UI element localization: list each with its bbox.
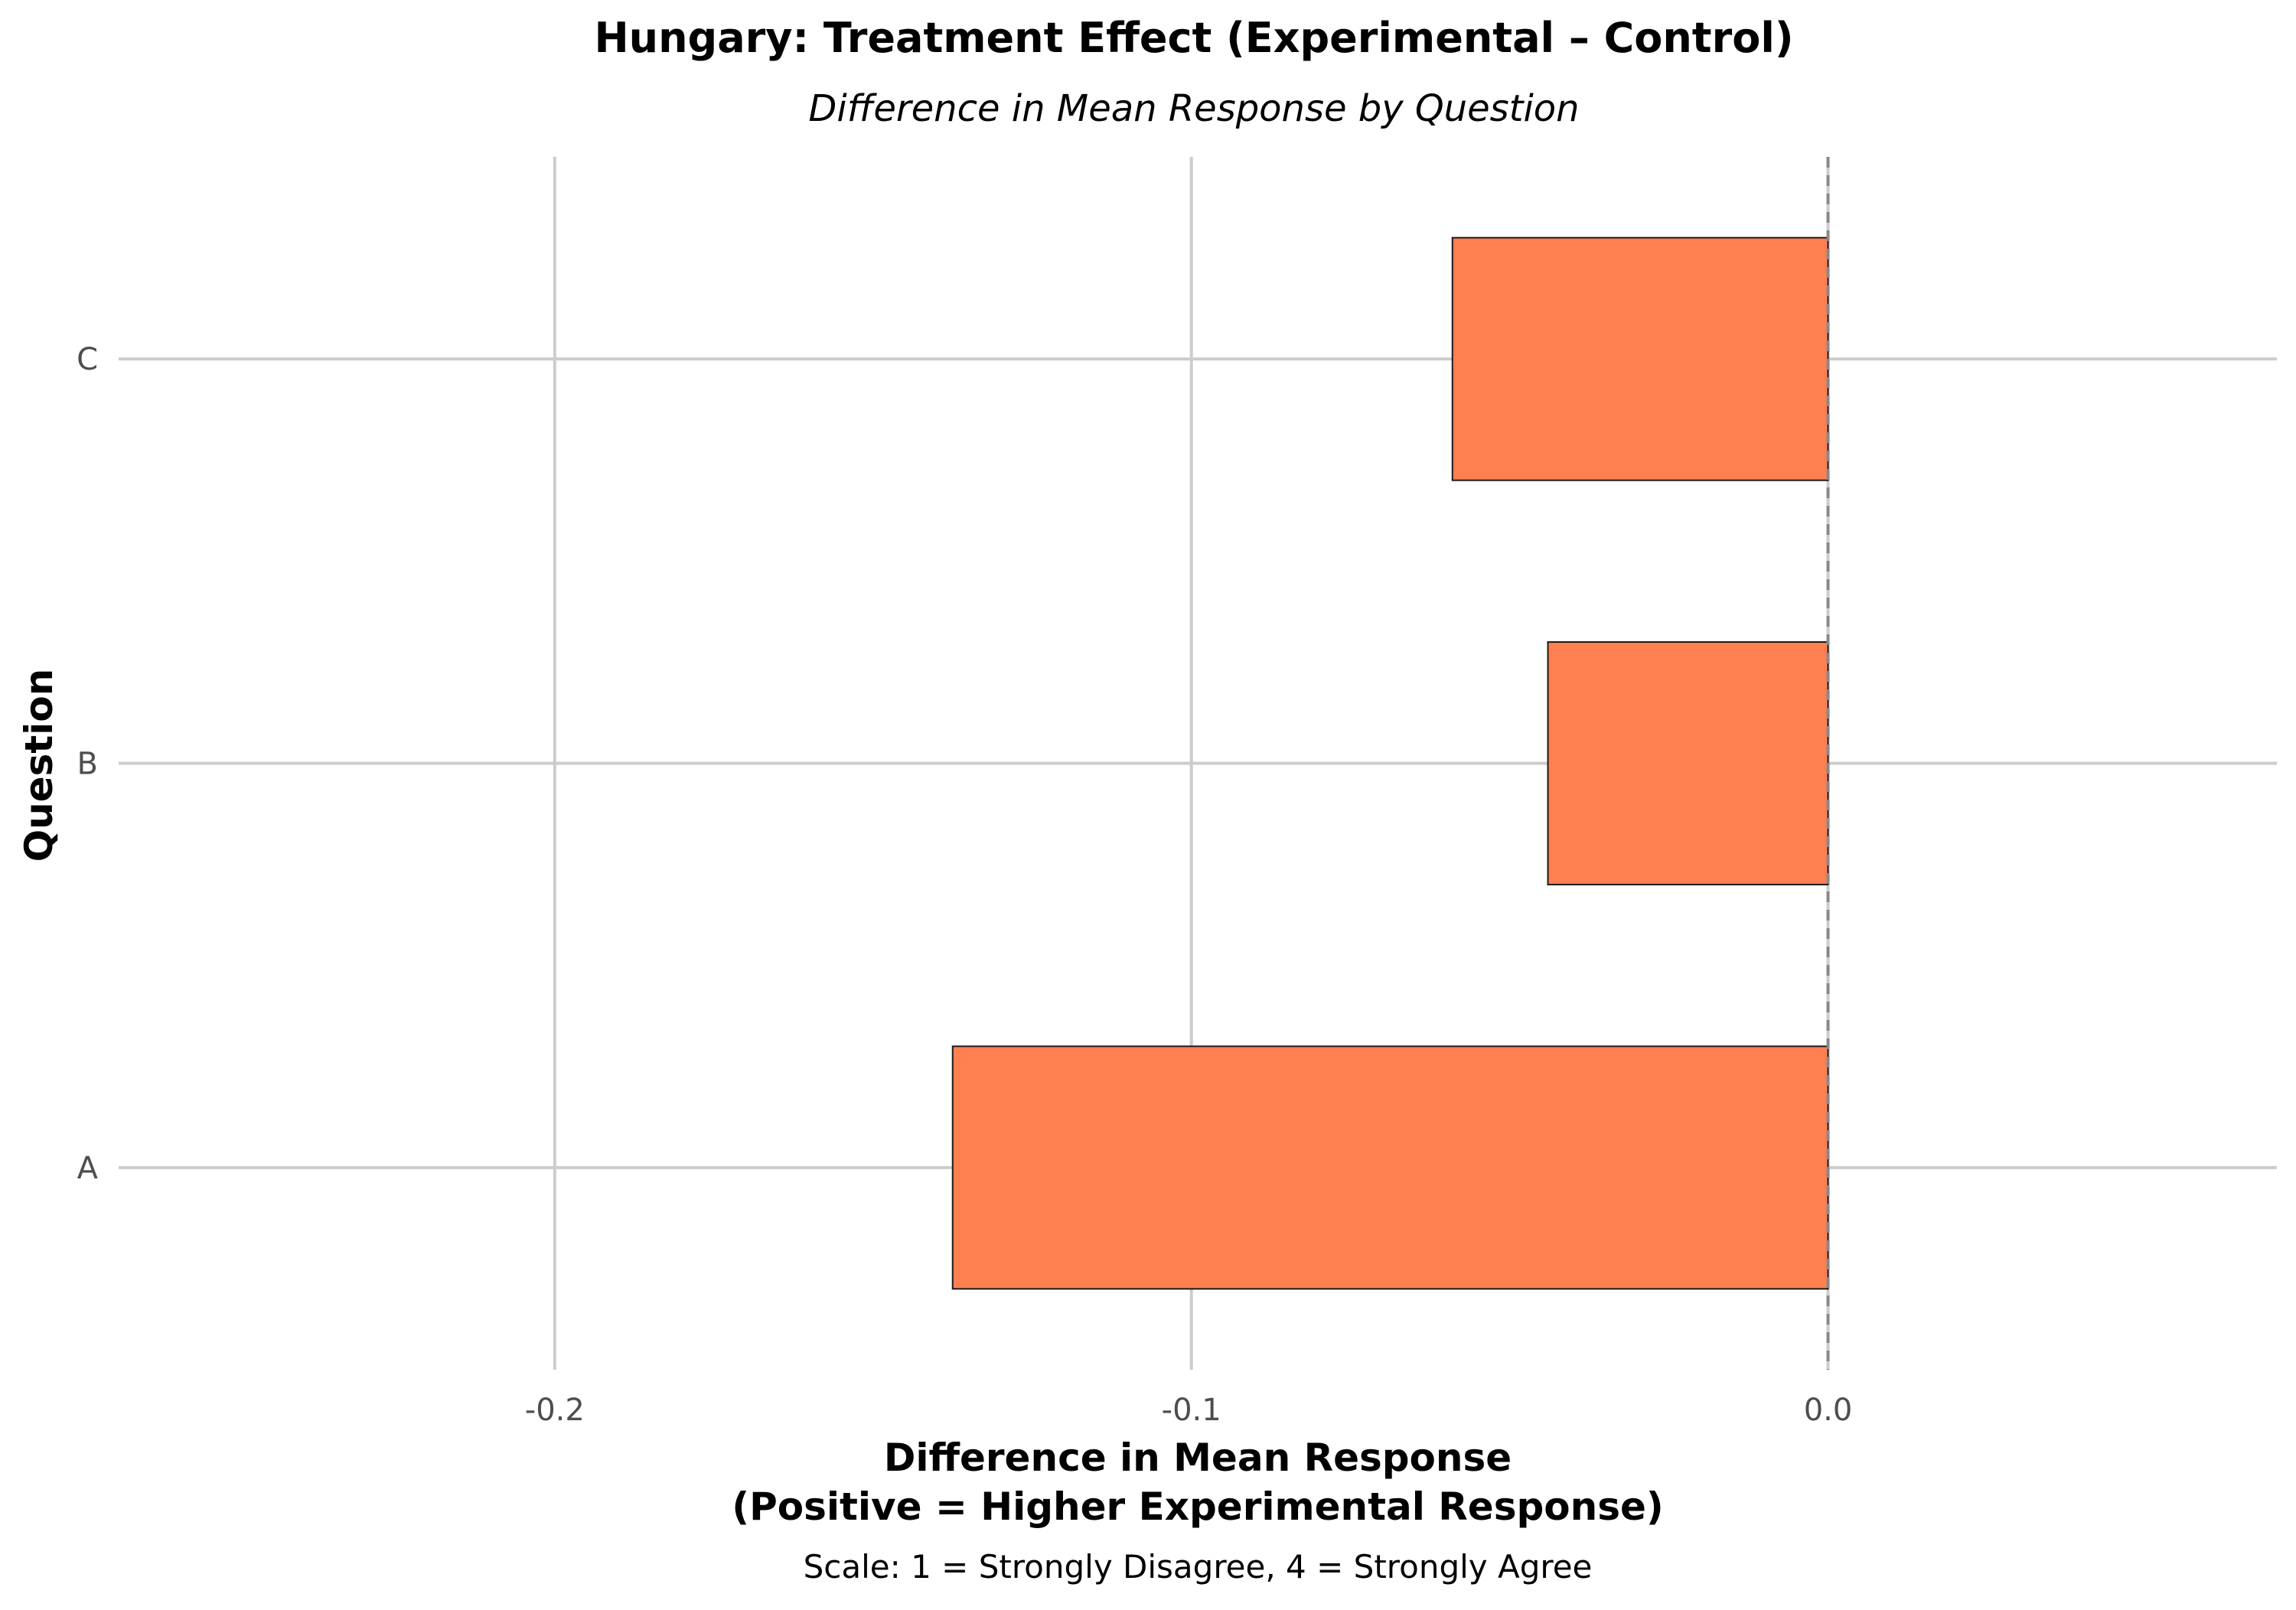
chart-subtitle: Difference in Mean Response by Question (808, 87, 1579, 130)
y-tick-label: B (77, 747, 98, 782)
x-tick-label: -0.1 (1162, 1393, 1221, 1428)
y-axis-title: Question (17, 669, 61, 862)
x-tick-label: -0.2 (525, 1393, 585, 1428)
bar-layer (951, 236, 1829, 1290)
bar-C (1451, 236, 1829, 481)
x-axis-title-line-2: (Positive = Higher Experimental Response… (732, 1485, 1663, 1529)
y-tick-label: A (77, 1151, 99, 1186)
bar-B (1547, 641, 1829, 885)
x-tick-label: 0.0 (1804, 1393, 1853, 1428)
chart-title: Hungary: Treatment Effect (Experimental … (594, 14, 1793, 62)
bar-A (951, 1045, 1829, 1290)
tick-label-layer: -0.2 -0.1 0.0 A B C (77, 342, 1852, 1428)
y-tick-label: C (77, 342, 98, 377)
chart-caption: Scale: 1 = Strongly Disagree, 4 = Strong… (804, 1548, 1593, 1586)
x-axis-title-line-1: Difference in Mean Response (884, 1436, 1512, 1480)
